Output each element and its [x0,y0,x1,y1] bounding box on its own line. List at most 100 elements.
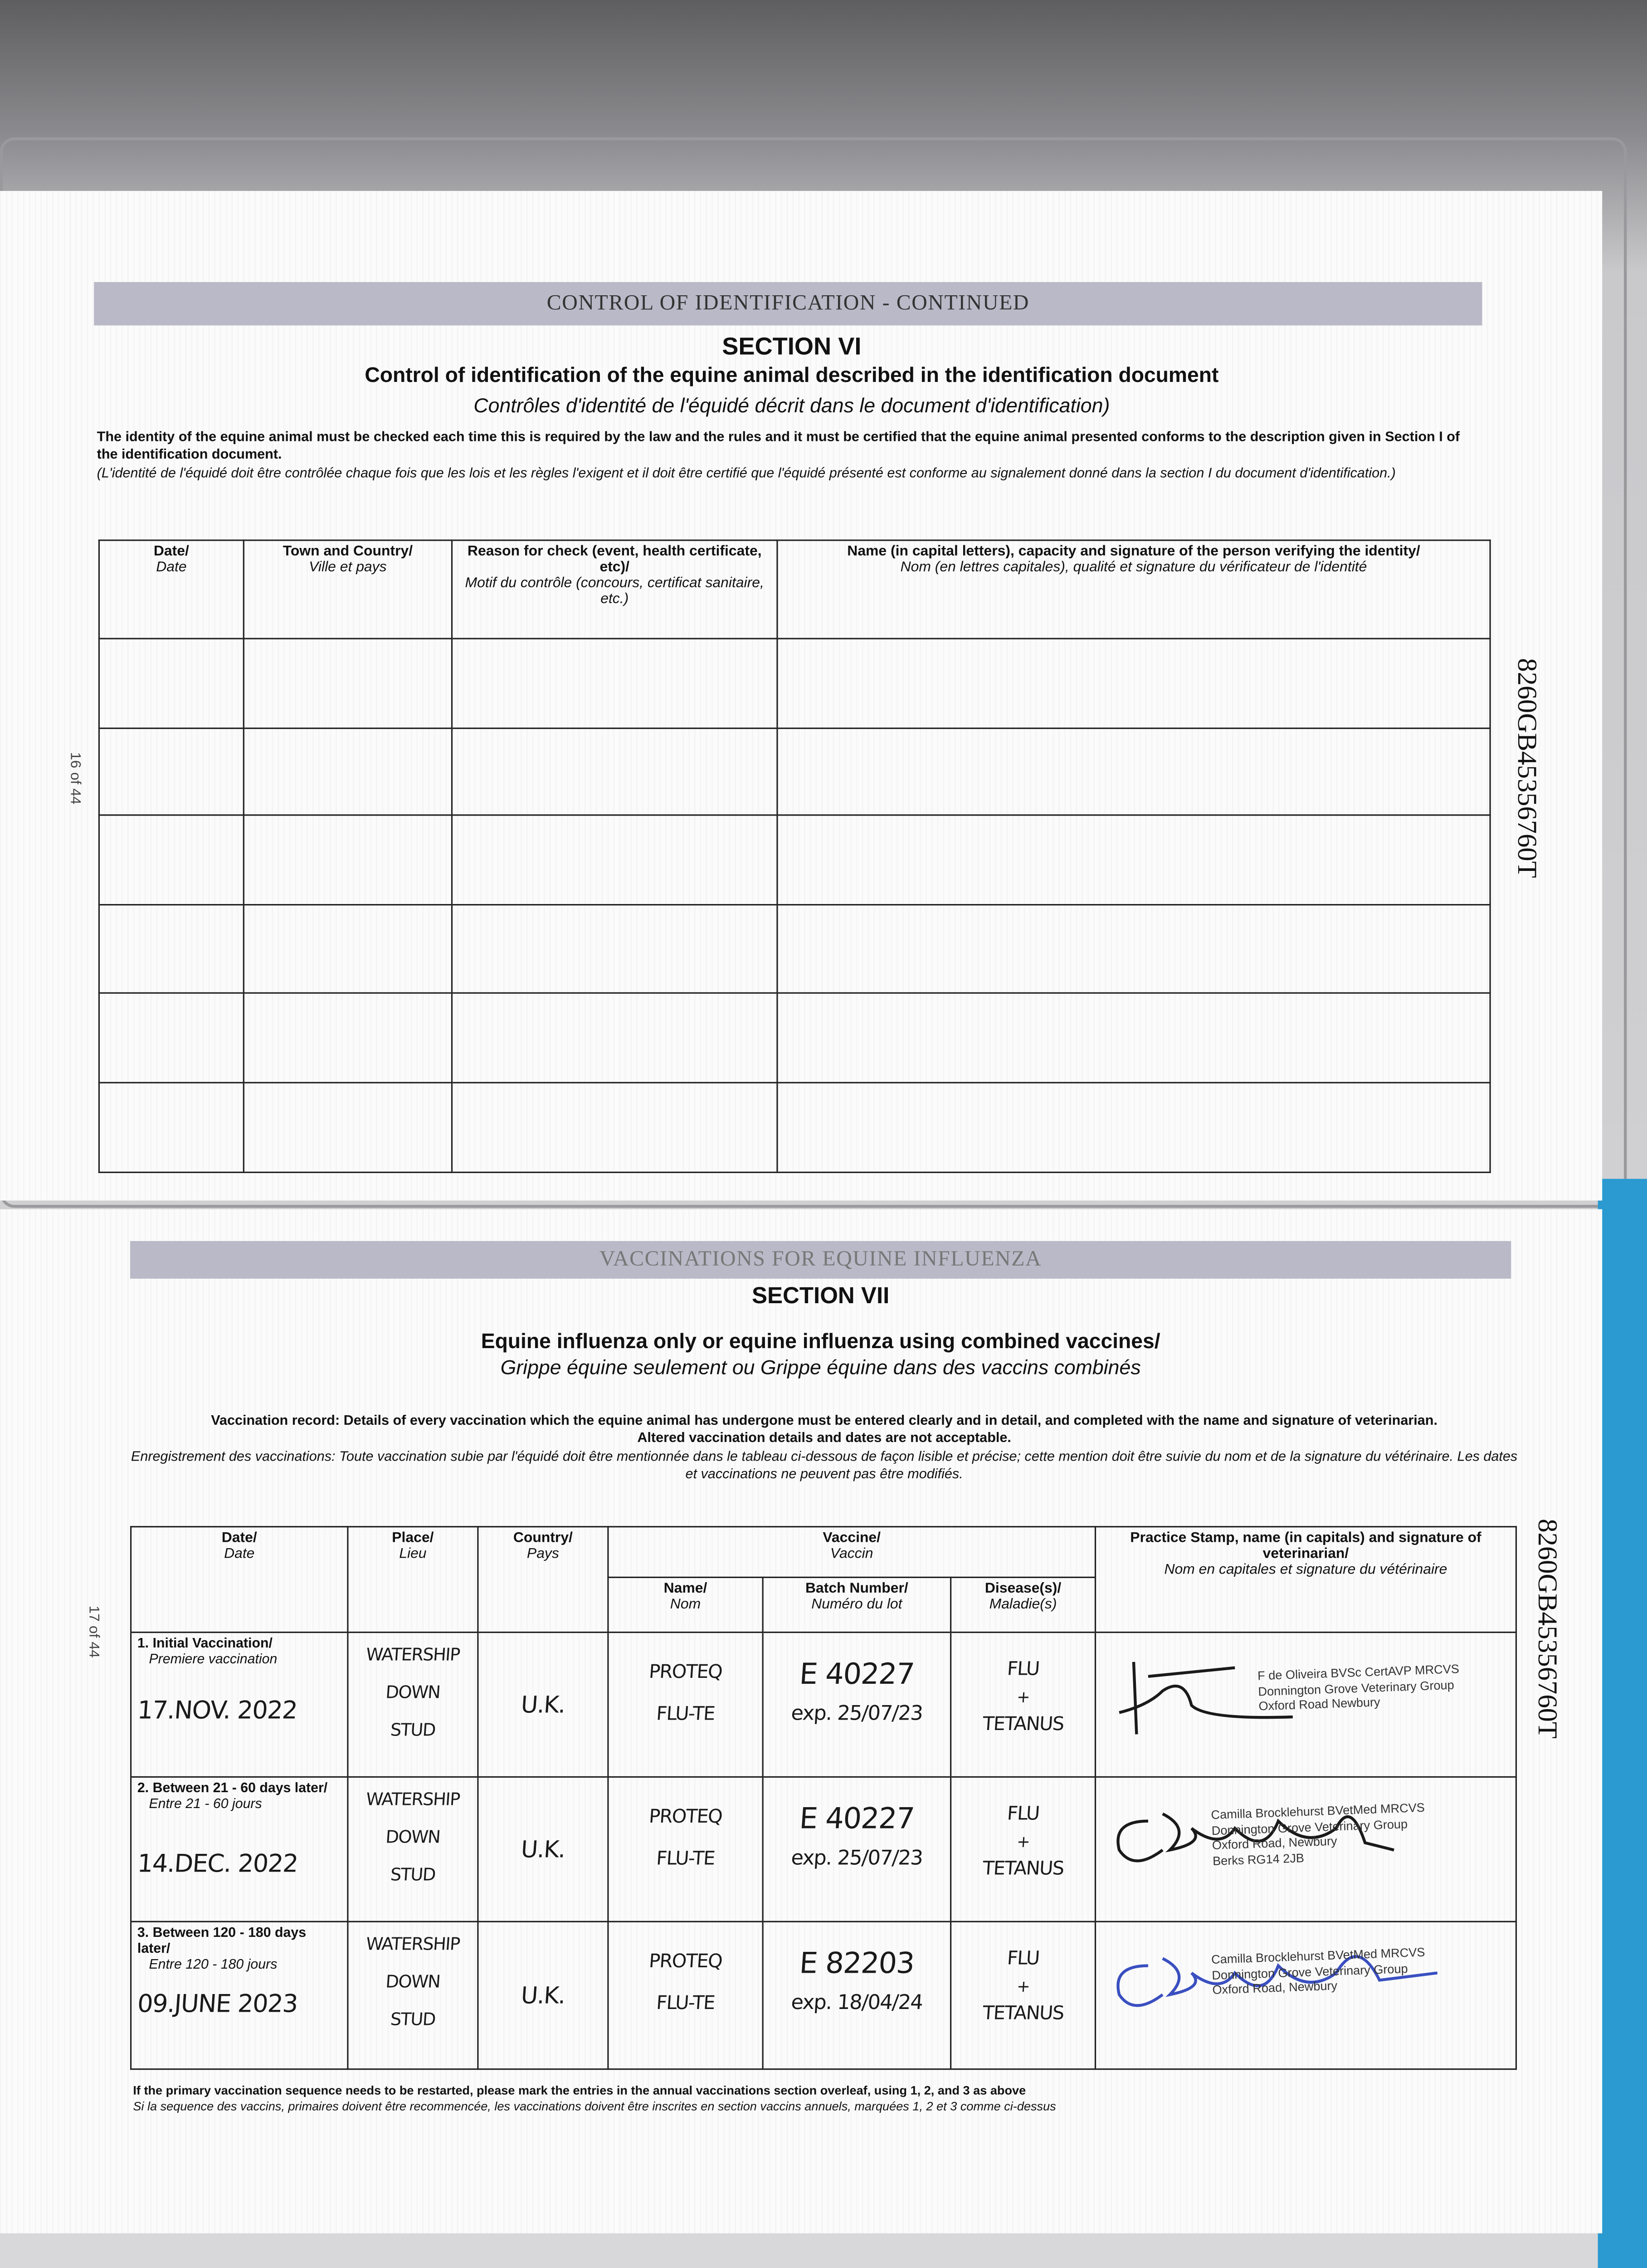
dose-label-fr: Premiere vaccination [149,1652,278,1668]
dose-cell: 3. Between 120 - 180 days later/Entre 12… [130,1921,349,2070]
empty-cell [776,814,1491,906]
header-verifier: Name (in capital letters), capacity and … [776,539,1491,640]
vaccine-name-cell: PROTEQ FLU-TE [607,1776,764,1922]
dose-label: 3. Between 120 - 180 days later/ [137,1925,307,1957]
empty-cell [243,904,453,994]
header-vaccine-name: Name/Nom [607,1576,764,1633]
vaccination-date: 17.NOV. 2022 [136,1696,298,1726]
vaccine-name: PROTEQ [648,1662,723,1684]
section-band: CONTROL OF IDENTIFICATION - CONTINUED [94,282,1482,326]
empty-cell [243,1082,453,1173]
vet-stamp: F de Oliveira BVSc CertAVP MRCVS Donningt… [1257,1662,1461,1714]
vaccine-name: PROTEQ [648,1806,723,1828]
vaccination-date: 09.JUNE 2023 [136,1990,298,2019]
batch-number: E 82203 [798,1945,916,1980]
vaccination-table: Date/Date Place/Lieu Country/Pays Vaccin… [130,1526,1517,2070]
country-cell: U.K. [477,1776,609,1922]
vaccination-date: 14.DEC. 2022 [136,1850,299,1879]
empty-cell [98,814,244,906]
header-reason: Reason for check (event, health certific… [451,539,778,640]
table-row [98,904,1491,994]
batch-cell: E 40227 exp. 25/07/23 [762,1776,952,1922]
batch-number: E 40227 [798,1656,916,1691]
vet-signature [1116,1812,1394,1862]
empty-cell [243,992,453,1084]
empty-cell [451,727,778,816]
intro-text-fr: Enregistrement des vaccinations: Toute v… [131,1449,1518,1483]
dose-cell: 1. Initial Vaccination/Premiere vaccinat… [130,1631,349,1778]
dose-cell: 2. Between 21 - 60 days later/Entre 21 -… [130,1776,349,1922]
empty-cell [98,904,244,994]
place-line: STUD [390,2009,436,2029]
empty-cell [98,1082,244,1173]
disease-line: TETANUS [982,1714,1065,1736]
intro-text-fr: (L'identité de l'équidé doit être contrô… [97,465,1396,482]
empty-cell [243,638,453,729]
empty-cell [451,904,778,994]
vaccine-type: FLU-TE [655,1848,716,1871]
vaccination-row: 2. Between 21 - 60 days later/Entre 21 -… [130,1776,1517,1922]
header-date: Date/Date [98,539,244,640]
header-town-country: Town and Country/Ville et pays [243,539,453,640]
place-cell: WATERSHIP DOWN STUD [347,1921,479,2070]
country: U.K. [520,1691,566,1719]
empty-cell [776,992,1491,1084]
vaccine-name-cell: PROTEQ FLU-TE [607,1631,764,1778]
vaccine-name: PROTEQ [648,1951,723,1973]
vet-stamp-cell: Camilla Brocklehurst BVetMed MRCVS Donnin… [1094,1776,1517,1922]
place-line: WATERSHIP [365,1934,461,1955]
passport-cover [1598,1178,1647,2268]
empty-cell [776,727,1491,816]
country-cell: U.K. [477,1631,609,1778]
place-line: DOWN [385,1827,441,1848]
page-number: 16 of 44 [66,752,83,805]
table-row [98,814,1491,906]
empty-cell [243,727,453,816]
empty-cell [451,814,778,906]
table-row [98,638,1491,729]
empty-cell [451,992,778,1084]
batch-expiry: exp. 25/07/23 [790,1847,923,1871]
dose-label: 1. Initial Vaccination/ [137,1636,273,1652]
vaccination-row: 3. Between 120 - 180 days later/Entre 12… [130,1921,1517,2070]
section-title: Control of identification of the equine … [365,364,1219,388]
intro-text: The identity of the equine animal must b… [97,430,1460,463]
header-stamp: Practice Stamp, name (in capitals) and s… [1094,1526,1517,1633]
passport-id: 8260GB45356760T [1511,658,1542,878]
intro-text: Vaccination record: Details of every vac… [211,1413,1437,1447]
batch-number: E 40227 [798,1801,916,1836]
dose-label-fr: Entre 120 - 180 jours [149,1957,278,1973]
identity-check-table: Date/Date Town and Country/Ville et pays… [98,539,1491,1173]
passport-id: 8260GB45356760T [1531,1519,1562,1739]
table-row [98,1082,1491,1173]
vaccine-type: FLU-TE [655,1704,716,1726]
empty-cell [776,904,1491,994]
place-line: DOWN [385,1971,441,1992]
vet-stamp: Camilla Brocklehurst BVetMed MRCVS Donnin… [1211,1800,1427,1868]
header-vaccine: Vaccine/Vaccin [607,1526,1096,1578]
section-title-fr: Contrôles d'identité de l'équidé décrit … [473,393,1110,417]
vaccine-type: FLU-TE [655,1993,716,2015]
empty-cell [243,814,453,906]
disease-line: FLU [1006,1948,1040,1970]
header-date: Date/Date [130,1526,349,1633]
disease-line: FLU [1006,1804,1040,1826]
table-row [98,727,1491,816]
country: U.K. [520,1835,566,1863]
header-batch: Batch Number/Numéro du lot [762,1576,952,1633]
empty-cell [451,1082,778,1173]
disease-line: FLU [1006,1659,1040,1681]
section-heading: SECTION VI [722,332,862,361]
place-cell: WATERSHIP DOWN STUD [347,1776,479,1922]
vaccination-row: 1. Initial Vaccination/Premiere vaccinat… [130,1631,1517,1778]
batch-cell: E 40227 exp. 25/07/23 [762,1631,952,1778]
empty-cell [98,727,244,816]
header-country: Country/Pays [477,1526,609,1633]
empty-cell [98,638,244,729]
empty-cell [776,1082,1491,1173]
section-heading: SECTION VII [751,1284,890,1309]
header-place: Place/Lieu [347,1526,479,1633]
dose-label-fr: Entre 21 - 60 jours [149,1796,262,1813]
section-title: Equine influenza only or equine influenz… [481,1330,1160,1354]
